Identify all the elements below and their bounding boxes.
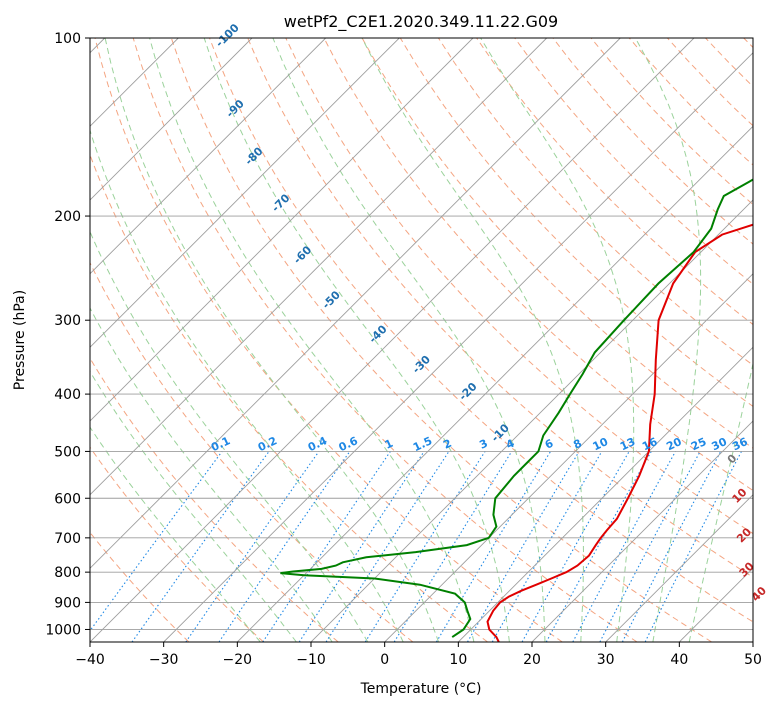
y-axis-title: Pressure (hPa) — [12, 290, 28, 390]
x-tick-label: −30 — [149, 652, 179, 668]
mixing-ratio-line — [393, 451, 513, 642]
mixing-ratio-label: 10 — [591, 435, 611, 453]
moist-adiabat-line — [688, 361, 753, 642]
x-tick-label: 50 — [744, 652, 762, 668]
profiles — [280, 178, 753, 642]
x-tick-label: 30 — [597, 652, 615, 668]
isotherms — [90, 38, 753, 642]
mixing-ratio-line — [621, 451, 722, 642]
dry-adiabat-line — [90, 357, 339, 642]
isotherm-line — [384, 273, 753, 642]
y-tick-label: 500 — [54, 444, 81, 460]
isotherm-line — [90, 38, 253, 201]
y-tick-label: 900 — [54, 595, 81, 611]
dry-adiabat-line — [209, 38, 753, 623]
isotherm-line — [310, 199, 753, 642]
mixing-ratio-line — [262, 451, 391, 642]
profile-line — [280, 178, 753, 638]
mixing-ratio-line — [185, 451, 320, 642]
x-axis-ticks: −40 −30 −20 −10 0 10 20 30 40 50 — [75, 642, 762, 668]
y-tick-label: 600 — [54, 491, 81, 507]
x-tick-label: 20 — [523, 652, 541, 668]
background-lines — [90, 38, 753, 642]
dry-adiabat-line — [170, 38, 712, 642]
isotherm-line — [163, 52, 753, 642]
moist-adiabat-line — [90, 306, 333, 642]
dry-adiabat-line — [285, 38, 753, 535]
y-axis-ticks: 100 200 300 400 500 600 700 800 900 1000 — [45, 31, 90, 638]
plot-frame — [89, 37, 754, 643]
mixing-ratio-line — [545, 451, 652, 642]
isotherm-line — [90, 38, 695, 642]
mixing-ratio-line — [90, 451, 223, 632]
isotherm-line — [531, 420, 753, 642]
mixing-ratio-line — [218, 451, 351, 642]
y-tick-label: 400 — [54, 387, 81, 403]
x-tick-label: −10 — [296, 652, 326, 668]
isotherm-line — [605, 494, 753, 642]
x-tick-label: −40 — [75, 652, 105, 668]
x-tick-label: −20 — [223, 652, 253, 668]
y-tick-label: 1000 — [45, 622, 81, 638]
moist-adiabat-line — [90, 128, 404, 642]
y-tick-label: 100 — [54, 31, 81, 47]
profile-line — [486, 223, 753, 642]
moist-adiabat-line — [90, 426, 261, 642]
chart-title: wetPf2_C2E1.2020.349.11.22.G09 — [284, 12, 558, 32]
dry-adiabat-line — [247, 38, 753, 578]
x-tick-label: 0 — [380, 652, 389, 668]
dry-adiabat-line — [132, 38, 638, 642]
moist-adiabat-line — [480, 38, 635, 642]
mixing-ratio-label: 13 — [618, 435, 637, 453]
mixing-ratio-label: 36 — [730, 435, 750, 453]
mixing-ratio-label: 16 — [640, 435, 660, 453]
moist-adiabat-line — [90, 230, 369, 642]
moist-adiabat-line — [104, 38, 440, 642]
y-tick-label: 800 — [54, 565, 81, 581]
moist-adiabat-line — [272, 38, 546, 642]
isobars — [90, 38, 753, 630]
mixing-ratio-line — [325, 451, 450, 642]
mixing-ratio-label: 30 — [710, 435, 730, 453]
mixing-ratio-line — [521, 451, 630, 642]
x-tick-label: 10 — [449, 652, 467, 668]
isotherm-line — [236, 125, 753, 642]
dry-adiabat-line — [514, 38, 753, 285]
moist-adiabat-line — [634, 38, 702, 642]
mixing-ratio-line — [572, 451, 676, 642]
mixing-ratio-label: 20 — [664, 435, 684, 453]
isotherm-line — [90, 38, 327, 275]
isotherm-line — [90, 38, 474, 422]
dry-adiabat-line — [90, 261, 414, 642]
dry-adiabat-line — [90, 446, 264, 642]
y-tick-label: 300 — [54, 313, 81, 329]
dry-adiabat-line — [476, 38, 753, 326]
mixing-ratio-line — [298, 451, 425, 642]
y-tick-label: 200 — [54, 209, 81, 225]
moist-adiabat-line — [90, 370, 297, 642]
isotherm-line — [90, 38, 400, 348]
x-axis-title: Temperature (°C) — [360, 681, 482, 697]
dry-adiabat-line — [323, 38, 753, 492]
mixing-ratio-label: 25 — [689, 435, 708, 453]
y-tick-label: 700 — [54, 531, 81, 547]
isotherm-line — [457, 346, 753, 642]
x-tick-label: 40 — [670, 652, 688, 668]
moist-adiabat-line — [361, 38, 584, 642]
mixing-ratio-line — [644, 451, 742, 642]
isotherm-line — [90, 38, 621, 569]
isotherm-line — [90, 38, 548, 496]
